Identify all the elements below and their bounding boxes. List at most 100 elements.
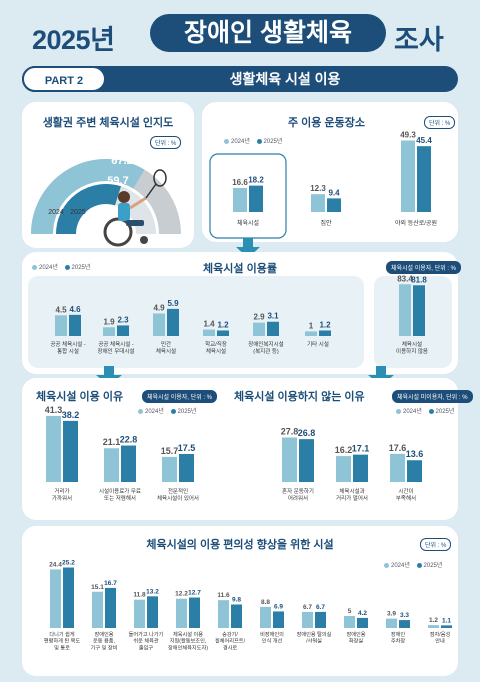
category-label: 쉬운 체육관: [133, 637, 159, 645]
category-label: 경사로: [223, 643, 238, 651]
usage-unit: 체육시설 이용자, 단위 : %: [386, 261, 462, 274]
data-label: 3.1: [267, 312, 279, 321]
data-label: 5: [348, 608, 352, 615]
part-bar: PART 2 생활체육 시설 이용: [22, 66, 458, 92]
category-label: 이용하지 않음: [396, 347, 428, 355]
main-places-chart: 16.6 18.2 체육시설 12.3 9.4 집안 49.345.4 야외 등산로/공원: [209, 131, 437, 239]
data-label: 11.8: [133, 592, 146, 599]
data-label: 8.8: [261, 599, 270, 606]
bar-usage-1-5: [319, 330, 331, 336]
title-pill: 장애인 생활체육: [150, 14, 386, 52]
legend-2024: 2024년: [231, 139, 250, 145]
bar-usage-0-0: [55, 315, 67, 336]
data-label: 21.1: [103, 437, 121, 447]
data-label: 22.8: [120, 435, 138, 445]
data-label: 9.8: [232, 596, 241, 603]
bar-convenience-1-7: [357, 617, 368, 628]
bar-main-places-1-0: [249, 185, 263, 212]
bar-convenience-0-9: [428, 625, 439, 628]
bar-usage-0-5: [305, 331, 317, 336]
legend-2025: 2025년: [263, 139, 283, 145]
category-label: 거리가: [54, 487, 69, 495]
nonuse-reasons-legend: 2024년 2025년: [396, 406, 459, 415]
data-label: 38.2: [62, 410, 80, 420]
category-label: 체육시설: [206, 347, 226, 355]
category-label: 기타 시설: [307, 340, 329, 348]
bar-nonuse-reasons-1-1: [353, 454, 368, 482]
data-label: 3.9: [387, 611, 396, 618]
bar-main-places-0-0: [233, 187, 247, 212]
category-label: 들어가고 나가기: [129, 630, 164, 638]
data-label: 2.3: [117, 315, 129, 324]
bar-nonuse-reasons-0-2: [390, 453, 405, 482]
category-label: 체육시설: [402, 340, 422, 348]
title-year: 2025년: [32, 25, 115, 55]
bar-usage-0-2: [153, 313, 165, 336]
part-title: 생활체육 시설 이용: [229, 71, 341, 87]
legend-2025: 2025년: [435, 409, 455, 415]
category-label: 집안: [320, 219, 332, 227]
category-label: 및 통로: [54, 644, 70, 651]
data-label: 4.2: [358, 610, 367, 617]
data-label: 1.1: [442, 617, 451, 624]
wheelchair-athlete-icon: [103, 169, 167, 247]
title-tail: 조사: [394, 25, 444, 55]
bar-usage-0-1: [103, 327, 115, 336]
category-label: 공공 체육시설 -: [50, 340, 85, 348]
legend-2024: 2024년: [403, 409, 422, 415]
bar-usage-reasons-1-0: [63, 420, 78, 482]
data-label: 6.7: [303, 604, 312, 611]
data-label: 15.1: [91, 584, 104, 591]
bar-convenience-0-6: [302, 611, 313, 628]
data-label: 17.1: [352, 444, 370, 454]
main-places-title: 주 이용 운동장소: [288, 117, 365, 129]
category-label: (복지관 등): [253, 347, 279, 355]
category-label: 또는 저렴해서: [104, 494, 136, 502]
data-label: 17.6: [389, 443, 407, 453]
data-label: 59.7: [107, 175, 128, 187]
bar-usage-1-1: [117, 325, 129, 336]
bar-nonuse-reasons-1-0: [299, 439, 314, 482]
bar-convenience-1-0: [63, 567, 74, 628]
category-label: 장애인: [391, 630, 406, 638]
series-label: 2024: [48, 209, 64, 216]
data-label: 45.4: [416, 136, 432, 145]
category-label: 비장애인의: [260, 630, 284, 638]
category-label: 장애인용 탈의실: [297, 630, 332, 638]
bar-usage-1-3: [217, 330, 229, 336]
main-places-legend: 2024년 2025년: [224, 136, 287, 145]
bar-convenience-0-8: [386, 618, 397, 628]
data-label: 11.6: [217, 592, 230, 599]
bar-usage-1-2: [167, 308, 179, 336]
legend-2024: 2024년: [391, 563, 410, 569]
category-label: /샤워실: [306, 637, 322, 645]
usage-reasons-title: 체육시설 이용 이유: [36, 391, 124, 403]
data-label: 9.4: [328, 188, 340, 197]
category-label: 가까워서: [52, 494, 72, 502]
data-label: 17.5: [178, 443, 196, 453]
data-label: 12.2: [175, 591, 188, 598]
legend-2025: 2025년: [423, 563, 443, 569]
data-label: 81.8: [411, 275, 427, 284]
data-label: 4.9: [153, 303, 165, 312]
category-label: 인식 개선: [262, 637, 283, 645]
category-label: 장애인 우대시설: [98, 347, 135, 355]
category-label: 장애인체육지도자): [168, 643, 208, 651]
bar-main-places-0-2: [401, 140, 415, 212]
data-label: 12.3: [310, 184, 326, 193]
category-label: 혼자 운동하기: [282, 487, 314, 495]
bar-convenience-0-2: [134, 599, 145, 628]
category-label: 화장실: [349, 637, 364, 645]
panel-convenience: 체육시설의 이용 편의성 향상을 위한 시설 단위 : % 2024년 2025…: [22, 526, 458, 676]
bar-convenience-1-9: [441, 625, 452, 628]
data-label: 67.2: [111, 155, 132, 167]
category-label: 시설이용료가 무료: [99, 487, 141, 495]
data-label: 41.3: [45, 405, 63, 415]
category-label: 기구 및 장비: [91, 643, 118, 651]
category-label: 점자/음성: [430, 630, 451, 638]
nonuse-reasons-unit: 체육시설 미이용자, 단위 : %: [392, 390, 473, 403]
bar-main-places-0-1: [311, 194, 325, 212]
category-label: 운동 용품,: [93, 638, 115, 645]
bar-convenience-0-3: [176, 598, 187, 628]
category-label: 거리가 멀어서: [336, 494, 368, 502]
